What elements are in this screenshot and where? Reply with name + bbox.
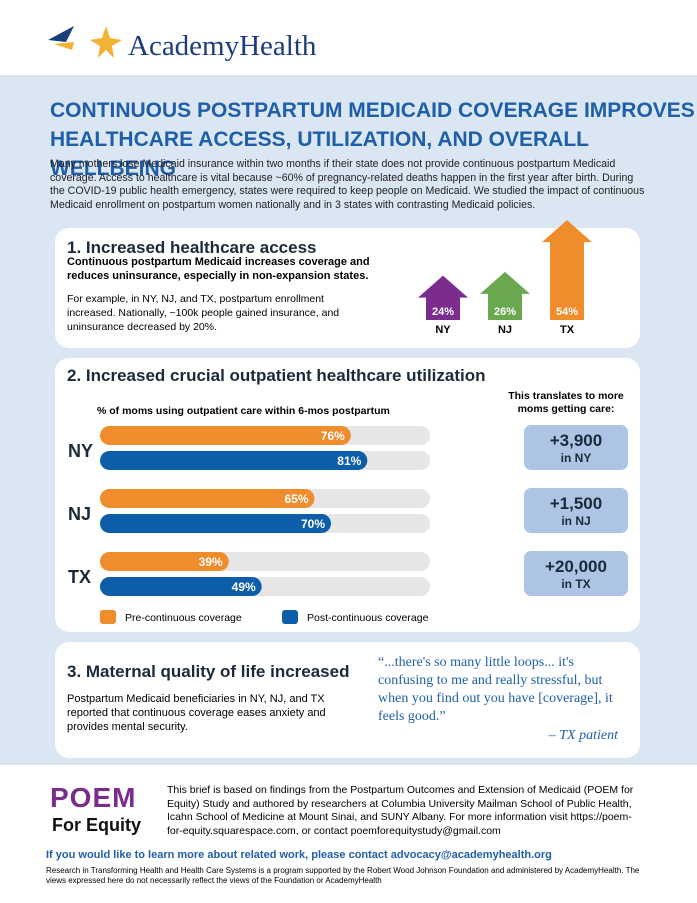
legend-swatch xyxy=(282,610,298,624)
poem-logo: POEM xyxy=(50,782,137,813)
heading: 3. Maternal quality of life increased xyxy=(67,662,350,681)
stat-label: in TX xyxy=(561,577,590,591)
logo-mark xyxy=(48,26,122,58)
value-label: 24% xyxy=(432,306,454,318)
body: For example, in NY, NJ, and TX, postpart… xyxy=(67,293,340,333)
lead: Continuous postpartum Medicaid increases… xyxy=(67,256,370,282)
disclaimer: Research in Transforming Health and Heal… xyxy=(46,866,640,885)
title-line: CONTINUOUS POSTPARTUM MEDICAID COVERAGE … xyxy=(50,99,695,122)
stat-label: in NJ xyxy=(561,514,590,528)
stat-box xyxy=(524,551,628,596)
category-label: NJ xyxy=(68,504,91,524)
value-label: 70% xyxy=(301,517,325,531)
bar xyxy=(100,577,262,596)
value-label: 26% xyxy=(494,306,516,318)
quote: “...there's so many little loops... it's… xyxy=(378,655,613,724)
heading: 2. Increased crucial outpatient healthca… xyxy=(67,366,486,385)
stat-box xyxy=(524,488,628,533)
bar xyxy=(100,426,351,445)
category-label: TX xyxy=(68,567,91,587)
stat-number: +1,500 xyxy=(550,494,602,513)
contact: If you would like to learn more about re… xyxy=(46,849,552,861)
arrow xyxy=(418,275,468,320)
value-label: 76% xyxy=(321,429,345,443)
bar xyxy=(100,451,368,470)
legend-swatch xyxy=(100,610,116,624)
stat-number: +3,900 xyxy=(550,431,602,450)
title-line: HEALTHCARE ACCESS, UTILIZATION, AND OVER… xyxy=(50,128,589,180)
value-label: 39% xyxy=(199,555,223,569)
stat-number: +20,000 xyxy=(545,557,607,576)
value-label: 81% xyxy=(337,454,361,468)
stat-label: in NY xyxy=(561,451,592,465)
body: Postpartum Medicaid beneficiaries in NY,… xyxy=(67,693,326,733)
value-label: 54% xyxy=(556,306,578,318)
value-label: 65% xyxy=(284,492,308,506)
footer-text: This brief is based on findings from the… xyxy=(167,784,634,837)
stat-box xyxy=(524,425,628,470)
legend-label: Pre-continuous coverage xyxy=(125,612,242,624)
category-label: NJ xyxy=(498,324,512,336)
chart-title: % of moms using outpatient care within 6… xyxy=(97,405,390,417)
card: 1. Increased healthcare access Continuou… xyxy=(55,228,640,348)
bar xyxy=(100,514,331,533)
arrow xyxy=(480,271,530,320)
value-label: 49% xyxy=(232,580,256,594)
heading: 1. Increased healthcare access xyxy=(67,238,317,257)
poem-sub: For Equity xyxy=(52,815,141,835)
arrow xyxy=(542,220,592,320)
legend-label: Post-continuous coverage xyxy=(307,612,429,624)
intro: Many mothers lose Medicaid insurance wit… xyxy=(50,158,645,211)
category-label: NY xyxy=(435,324,451,336)
bar xyxy=(100,489,315,508)
category-label: TX xyxy=(560,324,575,336)
bar xyxy=(100,552,229,571)
category-label: NY xyxy=(68,441,93,461)
attribution: – TX patient xyxy=(548,728,618,743)
brand: AcademyHealth xyxy=(128,30,317,62)
title: CONTINUOUS POSTPARTUM MEDICAID COVERAGE … xyxy=(50,96,697,183)
card: 3. Maternal quality of life increased Po… xyxy=(55,642,640,758)
side-title: This translates to more moms getting car… xyxy=(508,390,624,415)
